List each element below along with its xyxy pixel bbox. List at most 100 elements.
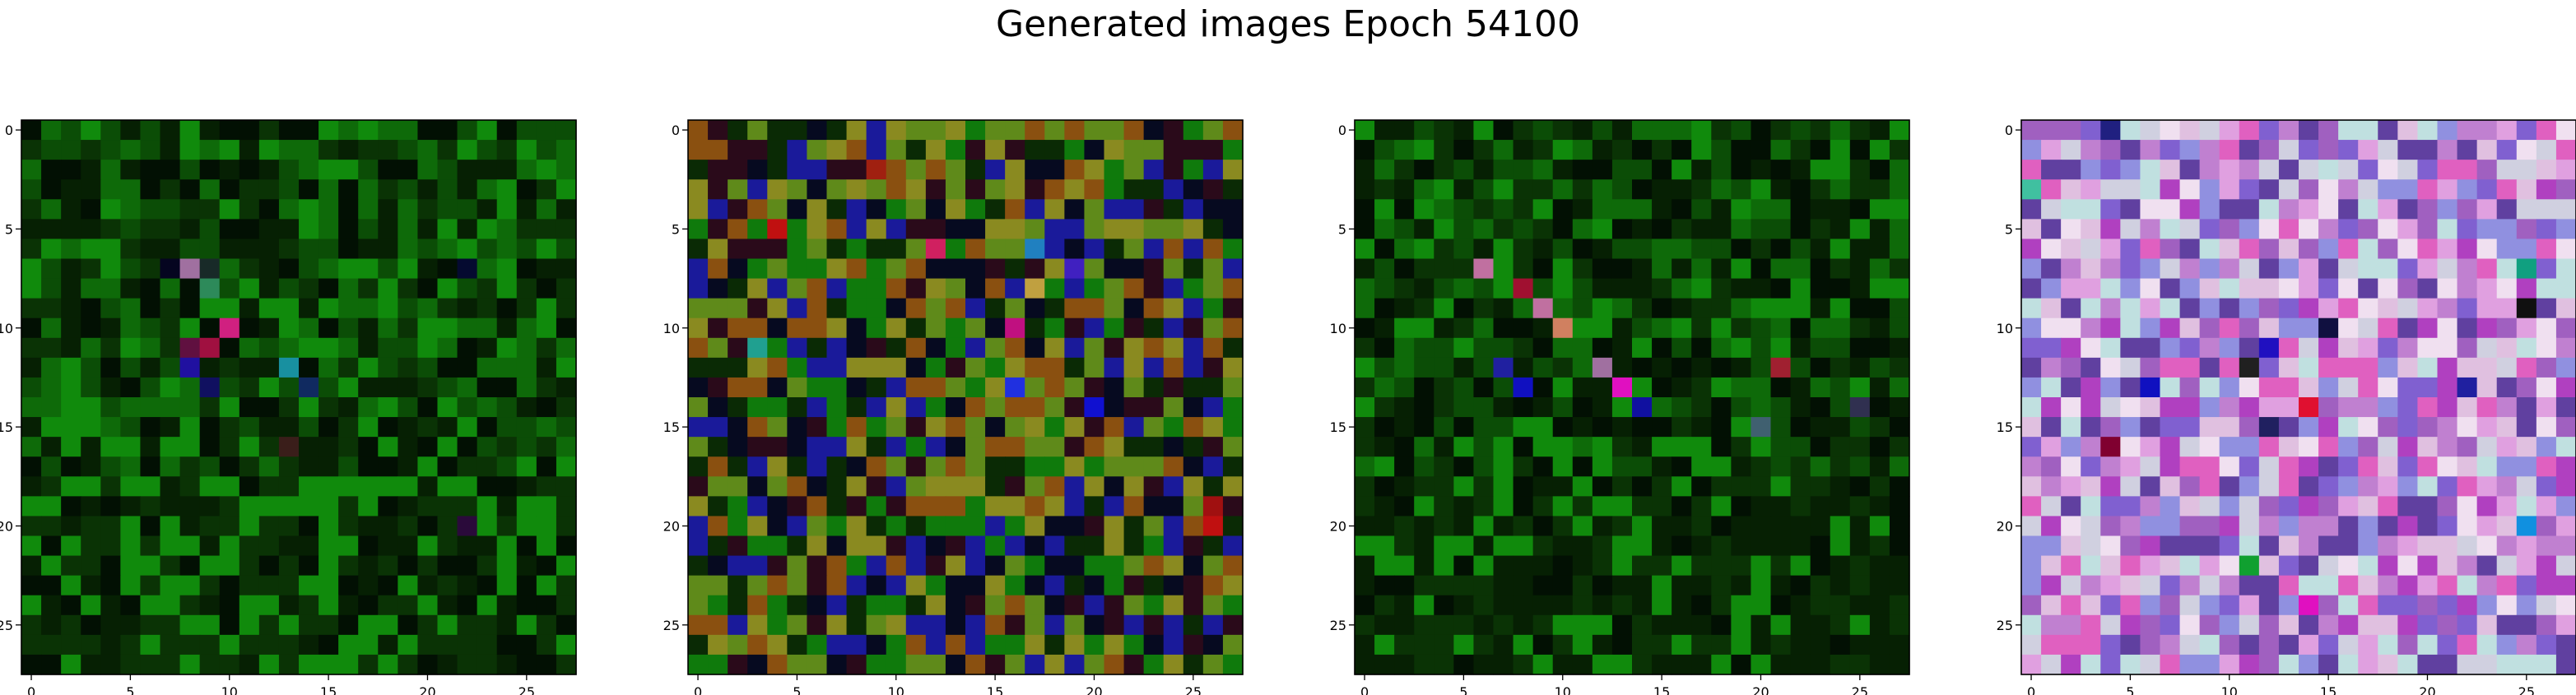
pixel-cell xyxy=(2299,219,2319,240)
pixel-cell xyxy=(1473,199,1495,220)
pixel-cell xyxy=(2318,575,2339,596)
pixel-cell xyxy=(239,456,260,477)
pixel-cell xyxy=(2160,199,2181,220)
pixel-cell xyxy=(1163,516,1184,537)
pixel-cell xyxy=(1552,377,1574,398)
pixel-cell xyxy=(437,437,458,457)
pixel-cell xyxy=(2140,377,2161,398)
pixel-cell xyxy=(2160,437,2181,457)
pixel-cell xyxy=(1123,397,1145,418)
pixel-cell xyxy=(258,278,280,299)
pixel-cell xyxy=(1790,595,1811,616)
pixel-cell xyxy=(2397,377,2419,398)
y-tick-label: 10 xyxy=(1330,321,1346,336)
pixel-cell xyxy=(2041,278,2062,299)
pixel-cell xyxy=(1869,614,1890,636)
pixel-cell xyxy=(1691,160,1712,180)
pixel-cell xyxy=(1552,476,1574,497)
pixel-cell xyxy=(1552,575,1574,596)
pixel-cell xyxy=(496,298,518,319)
pixel-cell xyxy=(925,516,946,537)
pixel-cell xyxy=(299,476,319,497)
pixel-cell xyxy=(398,258,419,280)
x-tick-label: 20 xyxy=(419,684,435,695)
pixel-cell xyxy=(219,199,240,220)
pixel-cell xyxy=(1493,317,1514,339)
pixel-cell xyxy=(2179,160,2201,180)
pixel-cell xyxy=(767,496,788,517)
pixel-cell xyxy=(965,298,986,319)
pixel-cell xyxy=(2358,337,2378,359)
pixel-cell xyxy=(2555,337,2576,359)
pixel-cell xyxy=(338,654,359,675)
pixel-cell xyxy=(239,377,260,398)
pixel-cell xyxy=(1025,160,1045,180)
pixel-cell xyxy=(1104,377,1125,398)
pixel-cell xyxy=(2199,377,2220,398)
pixel-cell xyxy=(1830,417,1851,438)
pixel-cell xyxy=(886,120,907,141)
pixel-cell xyxy=(965,377,986,398)
pixel-cell xyxy=(905,357,927,378)
y-tick-label: 0 xyxy=(2005,123,2013,138)
pixel-cell xyxy=(160,239,181,260)
y-tick-label: 15 xyxy=(0,419,13,435)
pixel-cell xyxy=(1394,199,1415,220)
pixel-cell xyxy=(2081,634,2101,656)
pixel-cell xyxy=(536,258,557,280)
pixel-cell xyxy=(787,397,808,418)
pixel-cell xyxy=(985,496,1006,517)
pixel-cell xyxy=(2496,337,2518,359)
pixel-cell xyxy=(1025,476,1045,497)
pixel-cell xyxy=(1394,535,1415,557)
pixel-cell xyxy=(826,179,848,200)
pixel-cell xyxy=(358,258,379,280)
pixel-cell xyxy=(338,219,359,240)
pixel-cell xyxy=(925,595,946,616)
pixel-cell xyxy=(1869,535,1890,557)
pixel-cell xyxy=(1751,476,1772,497)
pixel-cell xyxy=(1005,595,1025,616)
pixel-cell xyxy=(21,317,42,339)
pixel-cell xyxy=(1222,535,1244,557)
pixel-cell xyxy=(2516,555,2537,577)
pixel-cell xyxy=(457,120,478,141)
pixel-cell xyxy=(2219,298,2240,319)
pixel-cell xyxy=(239,199,260,220)
pixel-cell xyxy=(1222,654,1244,675)
pixel-cell xyxy=(1691,575,1712,596)
pixel-cell xyxy=(1473,417,1495,438)
pixel-cell xyxy=(1532,634,1554,656)
pixel-cell xyxy=(1355,437,1375,457)
pixel-cell xyxy=(1889,278,1910,299)
pixel-cell xyxy=(1123,476,1145,497)
pixel-cell xyxy=(199,377,221,398)
pixel-cell xyxy=(2021,199,2042,220)
pixel-cell xyxy=(1849,258,1871,280)
pixel-cell xyxy=(1889,337,1910,359)
pixel-cell xyxy=(1473,298,1495,319)
pixel-cell xyxy=(1770,575,1792,596)
pixel-cell xyxy=(807,634,828,656)
pixel-cell xyxy=(965,397,986,418)
pixel-cell xyxy=(945,219,966,240)
pixel-cell xyxy=(2239,357,2260,378)
pixel-cell xyxy=(2160,397,2181,418)
pixel-cell xyxy=(1751,160,1772,180)
pixel-cell xyxy=(807,377,828,398)
pixel-cell xyxy=(1552,357,1574,378)
pixel-cell xyxy=(965,278,986,299)
pixel-cell xyxy=(437,317,458,339)
pixel-cell xyxy=(1652,476,1672,497)
pixel-cell xyxy=(1044,516,1065,537)
pixel-cell xyxy=(338,634,359,656)
pixel-cell xyxy=(1355,516,1375,537)
pixel-cell xyxy=(965,140,986,160)
pixel-cell xyxy=(1183,595,1204,616)
pixel-cell xyxy=(2081,614,2101,636)
pixel-cell xyxy=(1202,377,1224,398)
pixel-cell xyxy=(1355,337,1375,359)
pixel-cell xyxy=(747,179,768,200)
pixel-cell xyxy=(708,140,728,160)
